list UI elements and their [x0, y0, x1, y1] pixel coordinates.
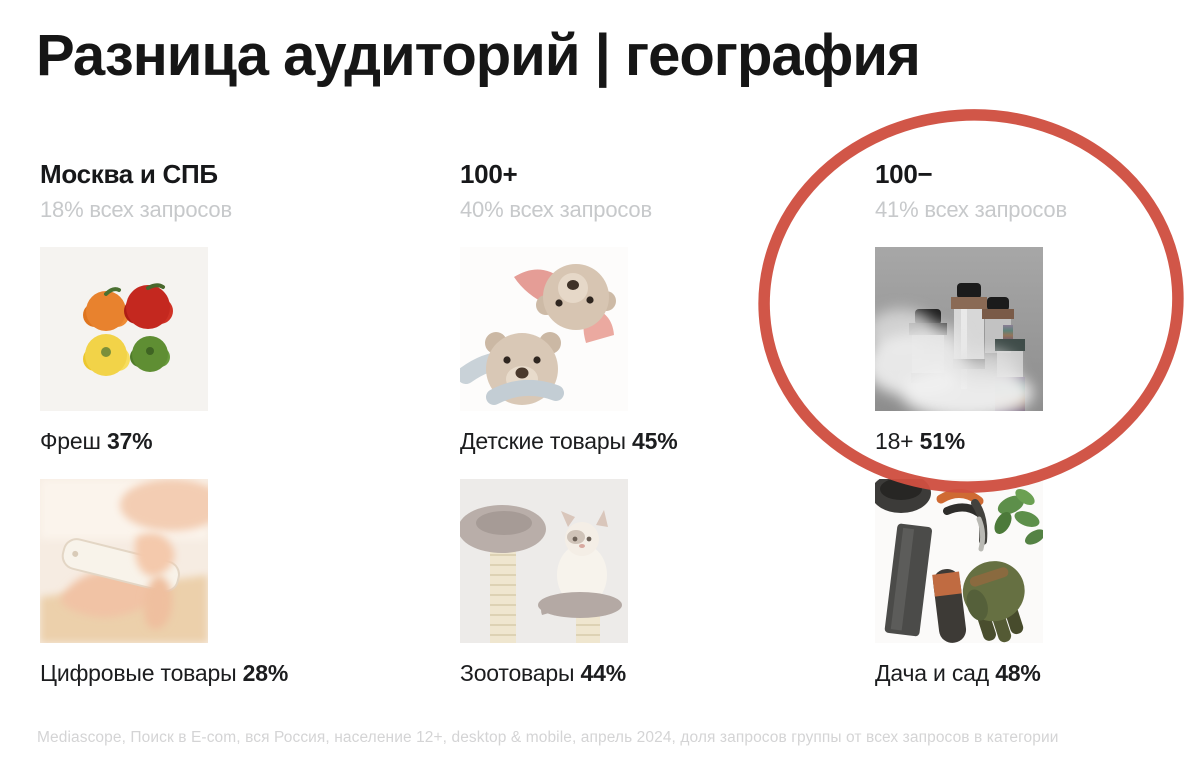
- vape-devices-photo: [875, 246, 1043, 411]
- category-label: 18+ 51%: [875, 427, 966, 454]
- bell-peppers-photo: [40, 246, 208, 411]
- gloves: [962, 560, 1025, 643]
- column-header: 100+: [460, 159, 518, 189]
- category-label: Детские товары 45%: [460, 427, 678, 454]
- phone-in-hands-photo: [40, 478, 208, 643]
- column-subtitle: 41% всех запросов: [875, 196, 1067, 222]
- category-label: Дача и сад 48%: [875, 659, 1041, 686]
- category-label: Цифровые товары 28%: [40, 659, 289, 686]
- category-label: Зоотовары 44%: [460, 659, 626, 686]
- column-subtitle: 18% всех запросов: [40, 196, 232, 222]
- column-header: 100−: [875, 159, 933, 189]
- column-subtitle: 40% всех запросов: [460, 196, 652, 222]
- slide-title: Разница аудиторий | география: [36, 23, 921, 88]
- source-footnote: Mediascope, Поиск в E-com, вся Россия, н…: [37, 729, 1059, 746]
- yellow-pepper: [83, 333, 130, 376]
- column-100-plus: 100+ 40% всех запросов Д: [460, 159, 830, 700]
- garden-tools-photo: [875, 478, 1043, 643]
- column-100-minus: 100− 41% всех запросов: [875, 159, 1199, 700]
- category-label: Фреш 37%: [40, 427, 153, 454]
- cat-on-cat-tree-photo: [460, 478, 628, 643]
- pruning-shears: [936, 488, 988, 552]
- column-moscow-spb: Москва и СПБ 18% всех запросов: [40, 159, 410, 700]
- leaves: [994, 488, 1043, 545]
- column-header: Москва и СПБ: [40, 159, 218, 189]
- green-pepper: [130, 335, 170, 372]
- orange-pepper: [83, 287, 129, 331]
- red-pepper: [124, 283, 173, 329]
- teddy-bears-photo: [460, 246, 628, 411]
